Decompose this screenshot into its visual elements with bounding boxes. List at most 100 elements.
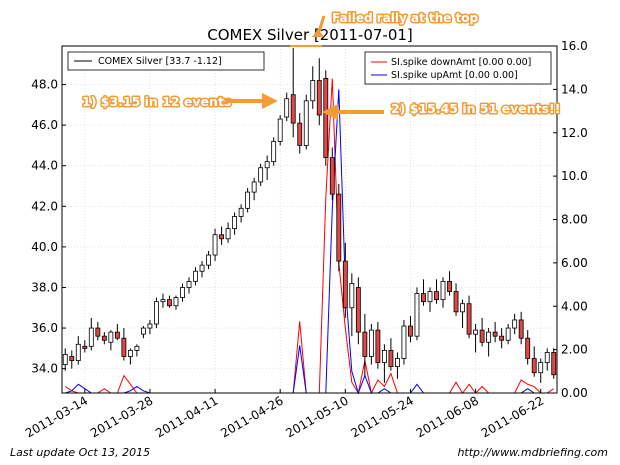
candle-body — [147, 323, 153, 329]
candle-body — [101, 335, 107, 341]
candle-body — [121, 337, 127, 357]
candle-body — [499, 335, 505, 341]
candle-body — [375, 329, 381, 363]
candle-body — [401, 325, 407, 359]
legend-right-box — [364, 51, 552, 85]
candle-body — [355, 287, 361, 333]
y-right-tick-label: 0.00 — [561, 386, 588, 400]
candle-body — [310, 80, 316, 102]
y-right-tick-label: 16.0 — [561, 39, 588, 53]
candle-body — [271, 140, 277, 163]
x-tick-label: 2011-04-11 — [153, 393, 220, 440]
candle-body — [108, 331, 114, 343]
candle-body — [531, 358, 537, 374]
candle-body — [297, 122, 303, 146]
candle-body — [173, 297, 179, 307]
candle-body — [180, 287, 185, 299]
candle-body — [219, 234, 224, 240]
legend-left: COMEX Silver [33.7 -1.12] — [67, 51, 265, 71]
candle-body — [453, 291, 459, 313]
candle-body — [447, 280, 452, 292]
candle-body — [232, 216, 238, 230]
candle-body — [277, 118, 283, 142]
y-right-tick-label: 12.0 — [561, 126, 588, 140]
candle-body — [284, 98, 290, 118]
candle-body — [505, 327, 511, 341]
legend-label: SI.spike upAmt [0.00 0.00] — [391, 70, 518, 81]
candle-body — [368, 329, 374, 357]
candle-body — [199, 264, 205, 272]
candle-body — [479, 329, 485, 343]
candle-body — [127, 349, 133, 357]
candle-body — [258, 167, 264, 183]
annotation-events-2: 2) $15.45 in 51 events!! — [391, 101, 560, 116]
candle-body — [329, 157, 335, 195]
candle-body — [193, 270, 198, 282]
candle-body — [251, 181, 257, 193]
candle-body — [473, 329, 479, 335]
candle-body — [264, 161, 270, 169]
candle-body — [62, 354, 68, 365]
y-left-tick-label: 42.0 — [31, 199, 58, 213]
y-left-tick-label: 40.0 — [31, 240, 58, 254]
candle-body — [421, 293, 426, 303]
candle-body — [362, 331, 368, 357]
footer-url[interactable]: http://www.mdbriefing.com — [457, 446, 608, 459]
candle-body — [538, 362, 544, 374]
candle-body — [140, 327, 146, 335]
annotation-failed-rally: Failed rally at the top — [332, 11, 479, 25]
candle-body — [486, 331, 492, 343]
x-tick-label: 2011-05-24 — [349, 393, 416, 440]
candle-body — [238, 207, 244, 217]
candle-body — [206, 254, 211, 266]
candle-body — [154, 301, 159, 325]
y-right-tick-label: 6.00 — [561, 256, 588, 270]
candle-body — [342, 260, 348, 309]
x-tick-label: 2011-03-28 — [88, 393, 155, 440]
y-right-tick-label: 4.00 — [561, 299, 588, 313]
y-left-tick-label: 38.0 — [31, 280, 58, 294]
candle-body — [434, 291, 439, 301]
y-left-tick-label: 44.0 — [31, 159, 58, 173]
x-tick-label: 2011-06-22 — [479, 393, 546, 440]
y-right-tick-label: 14.0 — [561, 82, 588, 96]
candle-body — [88, 327, 94, 347]
candle-body — [82, 345, 88, 349]
candle-body — [186, 280, 192, 288]
candle-body — [460, 303, 465, 313]
y-left-tick-label: 34.0 — [31, 362, 58, 376]
candle-body — [69, 356, 75, 361]
annotation-events-2-arrowhead — [322, 104, 338, 120]
y-left-tick-label: 36.0 — [31, 321, 58, 335]
candle-body — [75, 343, 81, 361]
candle-body — [440, 280, 446, 301]
candle-body — [512, 319, 518, 329]
candle-body — [427, 291, 433, 303]
y-right-tick-label: 2.00 — [561, 343, 588, 357]
annotation-failed-rally-arrowhead — [312, 29, 324, 37]
legend-left-box — [67, 51, 265, 71]
candle-body — [466, 303, 472, 335]
candle-body — [518, 319, 524, 339]
plot-background — [62, 46, 557, 393]
y-right-tick-label: 8.00 — [561, 213, 588, 227]
footer-last-update: Last update Oct 13, 2015 — [10, 446, 151, 459]
candle-body — [95, 327, 101, 337]
candle-body — [323, 78, 329, 159]
candle-body — [349, 283, 355, 309]
legend-label: COMEX Silver [33.7 -1.12] — [98, 56, 222, 67]
candle-body — [408, 325, 413, 337]
annotation-events-1: 1) $3.15 in 12 events — [82, 94, 231, 109]
x-tick-label: 2011-06-08 — [414, 393, 481, 440]
candle-body — [134, 345, 140, 351]
x-tick-label: 2011-05-10 — [283, 393, 350, 440]
candle-body — [167, 299, 172, 307]
x-tick-label: 2011-03-14 — [23, 393, 90, 440]
candle-body — [212, 234, 218, 256]
annotations: Failed rally at the top 1) $3.15 in 12 ev… — [81, 10, 562, 120]
y-right-tick-label: 10.0 — [561, 169, 588, 183]
y-left-tick-label: 48.0 — [31, 78, 58, 92]
candle-body — [245, 191, 251, 209]
candle-body — [551, 352, 557, 376]
